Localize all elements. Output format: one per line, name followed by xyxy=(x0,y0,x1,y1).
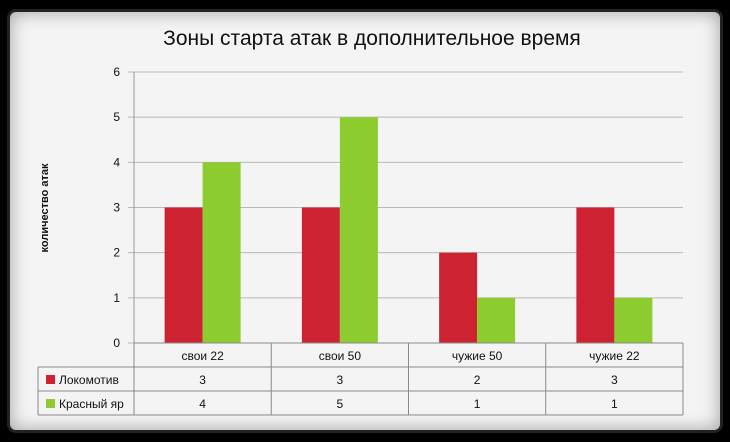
bar xyxy=(439,252,478,343)
y-axis-label: количество атак xyxy=(39,163,51,252)
y-tick-label: 1 xyxy=(113,291,120,305)
category-label: свои 22 xyxy=(181,349,224,363)
y-tick-label: 6 xyxy=(113,65,120,79)
data-label: 4 xyxy=(199,397,206,411)
bar xyxy=(202,162,241,343)
y-tick-label: 3 xyxy=(113,201,120,215)
chart: Зоны старта атак в дополнительное время … xyxy=(37,27,684,416)
category-label: чужие 22 xyxy=(589,349,640,363)
bar xyxy=(477,297,516,343)
chart-title: Зоны старта атак в дополнительное время xyxy=(163,27,581,50)
y-tick-labels: 0 1 2 3 4 5 6 xyxy=(113,65,120,350)
data-label: 3 xyxy=(611,373,618,387)
y-tick-label: 0 xyxy=(113,336,120,350)
legend-swatch xyxy=(46,399,55,408)
legend-label: Локомотив xyxy=(59,373,119,387)
legend-label: Красный яр xyxy=(59,397,124,411)
y-tick-label: 2 xyxy=(113,246,120,260)
category-label: чужие 50 xyxy=(452,349,503,363)
data-label: 3 xyxy=(337,373,344,387)
bar xyxy=(576,207,615,343)
bars xyxy=(164,117,653,344)
bar xyxy=(339,117,378,344)
data-label: 2 xyxy=(474,373,481,387)
data-label: 1 xyxy=(611,397,618,411)
data-label: 3 xyxy=(199,373,206,387)
chart-frame: Зоны старта атак в дополнительное время … xyxy=(10,12,720,430)
legend-swatch xyxy=(46,375,55,384)
data-label: 1 xyxy=(474,397,481,411)
y-tick-label: 5 xyxy=(113,110,120,124)
data-label: 5 xyxy=(337,397,344,411)
bar xyxy=(614,297,653,343)
y-tick-label: 4 xyxy=(113,155,120,169)
bar xyxy=(301,207,340,343)
category-label: свои 50 xyxy=(319,349,362,363)
bar xyxy=(164,207,203,343)
data-table: свои 22 свои 50 чужие 50 чужие 22 Локомотив 3… xyxy=(37,342,684,416)
